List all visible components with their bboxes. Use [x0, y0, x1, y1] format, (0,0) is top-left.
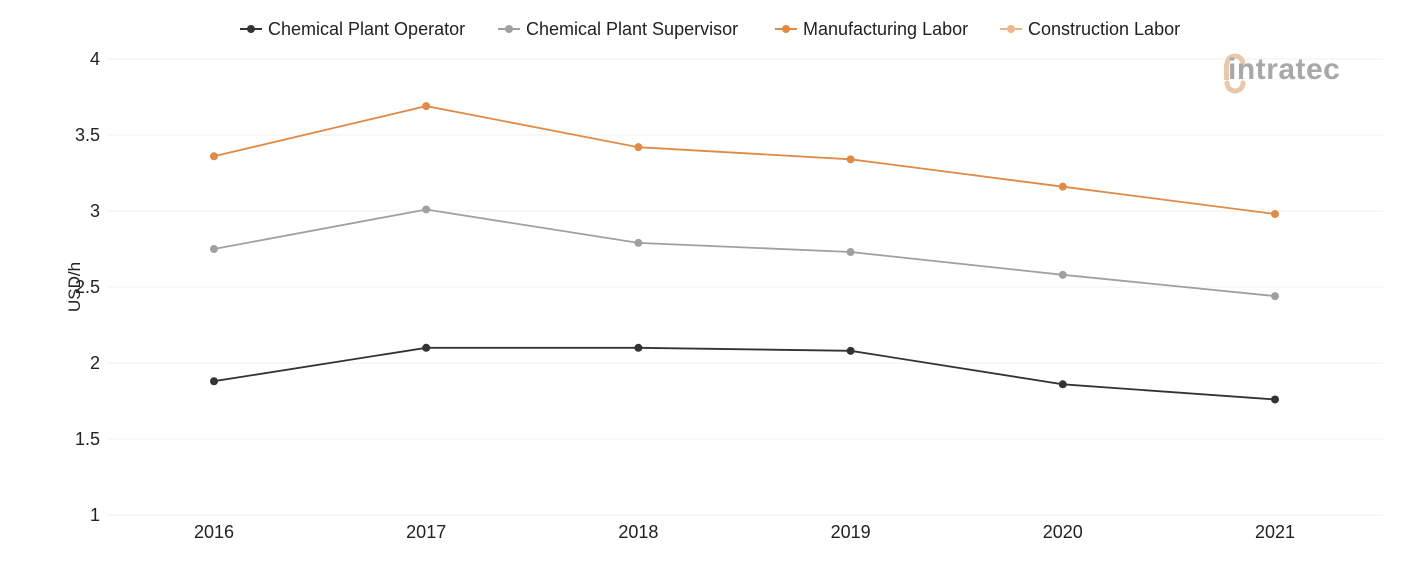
intratec-logo: intratec [1224, 53, 1340, 94]
legend-item[interactable]: Manufacturing Labor [775, 19, 968, 39]
y-tick-label: 2 [90, 353, 100, 373]
legend-swatch-marker [782, 25, 790, 33]
y-tick-label: 2.5 [75, 277, 100, 297]
legend-swatch-marker [1007, 25, 1015, 33]
data-point[interactable] [422, 102, 431, 111]
series-2 [210, 102, 1279, 219]
data-point[interactable] [1058, 270, 1067, 279]
legend-label: Manufacturing Labor [803, 19, 968, 39]
data-point[interactable] [1271, 292, 1279, 301]
legend-label: Chemical Plant Supervisor [526, 19, 738, 39]
data-point[interactable] [634, 343, 643, 352]
x-tick-label: 2020 [1043, 522, 1083, 542]
data-point[interactable] [846, 346, 855, 355]
data-point[interactable] [846, 248, 855, 257]
y-axis-title: USD/h [65, 262, 84, 312]
series-line [213, 105, 1276, 215]
legend-item[interactable]: Chemical Plant Supervisor [498, 19, 738, 39]
series-line [213, 208, 1276, 297]
data-point[interactable] [846, 155, 855, 164]
grid [107, 58, 1383, 516]
legend-swatch-marker [505, 25, 513, 33]
legend-item[interactable]: Construction Labor [1000, 19, 1180, 39]
series [210, 102, 1279, 404]
legend: Chemical Plant Operator Chemical Plant Su… [240, 19, 1180, 39]
y-tick-label: 1 [90, 505, 100, 525]
data-point[interactable] [634, 143, 643, 152]
x-axis-ticks: 2016 2017 2018 2019 2020 2021 [194, 522, 1295, 542]
x-tick-label: 2019 [831, 522, 871, 542]
y-tick-label: 1.5 [75, 429, 100, 449]
y-tick-label: 3 [90, 201, 100, 221]
legend-label: Construction Labor [1028, 19, 1180, 39]
logo-mark-icon [1224, 53, 1246, 94]
legend-item[interactable]: Chemical Plant Operator [240, 19, 465, 39]
data-point[interactable] [210, 152, 218, 161]
x-tick-label: 2021 [1255, 522, 1295, 542]
data-point[interactable] [210, 377, 218, 386]
series-1 [210, 205, 1279, 301]
logo-text: intratec [1228, 53, 1340, 86]
data-point[interactable] [1058, 380, 1067, 389]
x-tick-label: 2017 [406, 522, 446, 542]
series-0 [210, 343, 1279, 404]
data-point[interactable] [422, 343, 431, 352]
data-point[interactable] [1271, 210, 1279, 219]
legend-label: Chemical Plant Operator [268, 19, 465, 39]
data-point[interactable] [210, 245, 218, 253]
series-line [213, 346, 1276, 401]
legend-swatch-marker [247, 25, 255, 33]
y-tick-label: 4 [90, 49, 100, 69]
data-point[interactable] [1271, 395, 1279, 404]
y-tick-label: 3.5 [75, 125, 100, 145]
data-point[interactable] [422, 205, 431, 214]
x-tick-label: 2018 [618, 522, 658, 542]
data-point[interactable] [634, 238, 643, 247]
x-tick-label: 2016 [194, 522, 234, 542]
data-point[interactable] [1058, 182, 1067, 191]
y-axis-ticks: 1 1.5 2 2.5 3 3.5 4 [75, 49, 100, 525]
